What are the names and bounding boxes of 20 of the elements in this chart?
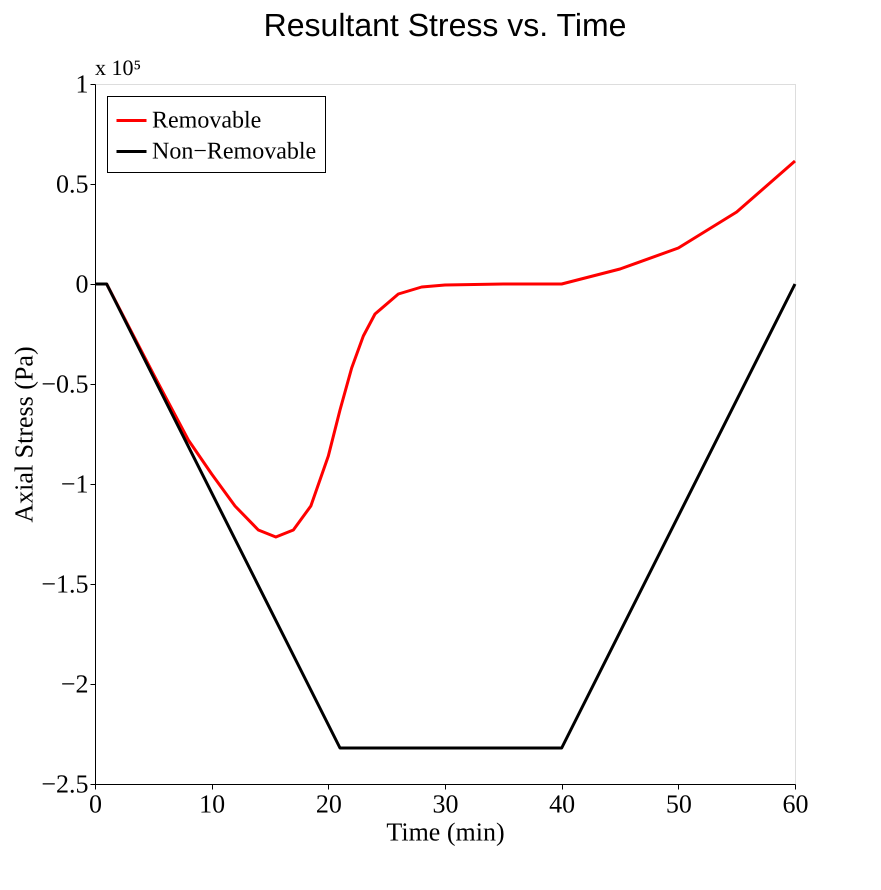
y-tick-label: −2 [60,670,88,698]
legend-label: Non−Removable [152,138,316,164]
y-tick-label: 1 [76,70,88,98]
x-tick-label: 60 [782,790,808,818]
x-tick-label: 40 [549,790,576,818]
y-axis-title: Axial Stress (Pa) [9,346,38,523]
y-tick-label: −0.5 [41,370,88,398]
x-tick-label: 50 [666,790,692,818]
y-tick-label: 0.5 [56,170,88,198]
text: x 10⁵ [95,55,142,80]
y-tick-label: −1.5 [41,570,88,598]
x-axis-title: Time (min) [386,818,505,846]
y-tick-label: −2.5 [41,770,88,798]
x-tick-label: 30 [432,790,458,818]
x-tick-label: 10 [199,790,226,818]
x-tick-label: 20 [316,790,342,818]
y-tick-label: 0 [76,270,88,298]
y-tick-label: −1 [60,470,88,498]
chart-title: Resultant Stress vs. Time [264,7,626,43]
legend-label: Removable [152,108,262,134]
